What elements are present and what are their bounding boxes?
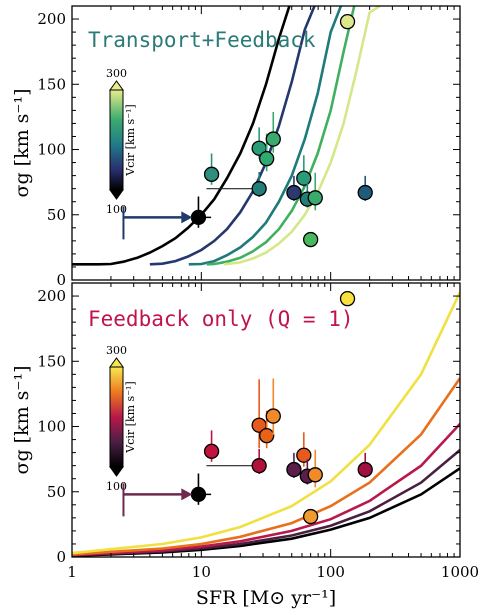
curve-vcir-200 <box>188 6 343 266</box>
y-tick-label: 150 <box>37 352 66 370</box>
data-point <box>259 151 275 167</box>
y-tick-label: 0 <box>56 548 66 566</box>
x-tick-label: 1000 <box>441 563 479 581</box>
data-point <box>357 461 373 478</box>
colorbar-label: Vcir [km s⁻¹] <box>124 381 137 453</box>
x-tick-label: 1 <box>67 563 77 581</box>
points-top <box>177 14 373 248</box>
colorbar-gradient <box>109 89 124 191</box>
colorbar-min-label: 100 <box>106 480 127 493</box>
ticks-bottom: 0 50 100 150 200 1 10 100 1000 <box>37 283 479 581</box>
curves-bottom <box>72 291 460 557</box>
arrow-bottom <box>122 483 193 517</box>
panel-top: 0 50 100 150 200 Transport+Feedback 300 100 Vc… <box>37 5 461 289</box>
y-tick-label: 0 <box>56 271 66 289</box>
arrow-top <box>122 206 193 240</box>
data-point <box>302 508 319 525</box>
curve-vcir-100 <box>72 6 291 266</box>
y-tick-label: 150 <box>37 75 66 93</box>
data-point <box>302 231 319 248</box>
x-tick-label: 10 <box>192 563 211 581</box>
panel-title-top: Transport+Feedback <box>88 28 316 52</box>
curve-vcir-250 <box>72 377 460 556</box>
colorbar-top: 300 100 Vcir [km s⁻¹] <box>106 67 137 216</box>
axes-frame-top <box>71 5 461 281</box>
colorbar-max-label: 300 <box>106 344 127 357</box>
arrow-head <box>181 211 193 224</box>
colorbar-extend-top <box>109 80 124 91</box>
data-point <box>190 486 207 503</box>
data-point <box>339 14 356 30</box>
data-point <box>296 170 312 186</box>
data-point <box>265 408 281 424</box>
panel-title-bottom: Feedback only (Q = 1) <box>88 307 354 331</box>
colorbar-extend-top <box>109 357 124 368</box>
curve-vcir-200 <box>72 423 460 557</box>
data-point <box>286 184 302 201</box>
data-point <box>339 291 356 307</box>
y-tick-label: 50 <box>47 483 66 501</box>
arrow-head <box>181 488 193 501</box>
colorbar-label: Vcir [km s⁻¹] <box>124 104 137 176</box>
colorbar-min-label: 100 <box>106 203 127 216</box>
curve-vcir-300 <box>72 291 460 555</box>
x-tick-label: 100 <box>316 563 345 581</box>
data-point <box>296 447 312 463</box>
colorbar-extend-bottom <box>109 466 124 477</box>
y-tick-label: 100 <box>37 141 66 159</box>
curve-vcir-100 <box>72 467 460 557</box>
ticks-top: 0 50 100 150 200 <box>37 6 461 289</box>
y-tick-label: 100 <box>37 418 66 436</box>
x-axis-label: SFR [M⊙ yr⁻¹] <box>196 587 336 609</box>
y-axis-label-top: σg [km s⁻¹] <box>11 89 33 198</box>
data-point <box>190 209 207 226</box>
data-point <box>286 461 302 478</box>
data-point <box>259 428 275 444</box>
colorbar-extend-bottom <box>109 189 124 200</box>
curve-vcir-250 <box>206 6 356 266</box>
data-point <box>251 458 267 474</box>
data-point <box>251 181 267 197</box>
curve-vcir-300 <box>223 6 381 266</box>
curves-top <box>72 6 381 266</box>
y-axis-label-bottom: σg [km s⁻¹] <box>11 366 33 475</box>
curve-vcir-150 <box>149 6 316 266</box>
axes-frame-bottom <box>71 282 461 558</box>
panel-bottom: 0 50 100 150 200 1 10 100 1000 Feedback only (Q … <box>37 282 479 581</box>
data-point <box>307 467 323 483</box>
y-tick-label: 200 <box>37 287 66 305</box>
data-point <box>357 184 373 201</box>
colorbar-bottom: 300 100 Vcir [km s⁻¹] <box>106 344 137 493</box>
data-point <box>307 190 323 206</box>
data-point <box>203 443 220 459</box>
y-tick-label: 50 <box>47 206 66 224</box>
colorbar-max-label: 300 <box>106 67 127 80</box>
data-point <box>265 131 281 147</box>
points-bottom <box>177 291 373 525</box>
y-tick-label: 200 <box>37 10 66 28</box>
colorbar-gradient <box>109 366 124 468</box>
data-point <box>203 166 220 182</box>
